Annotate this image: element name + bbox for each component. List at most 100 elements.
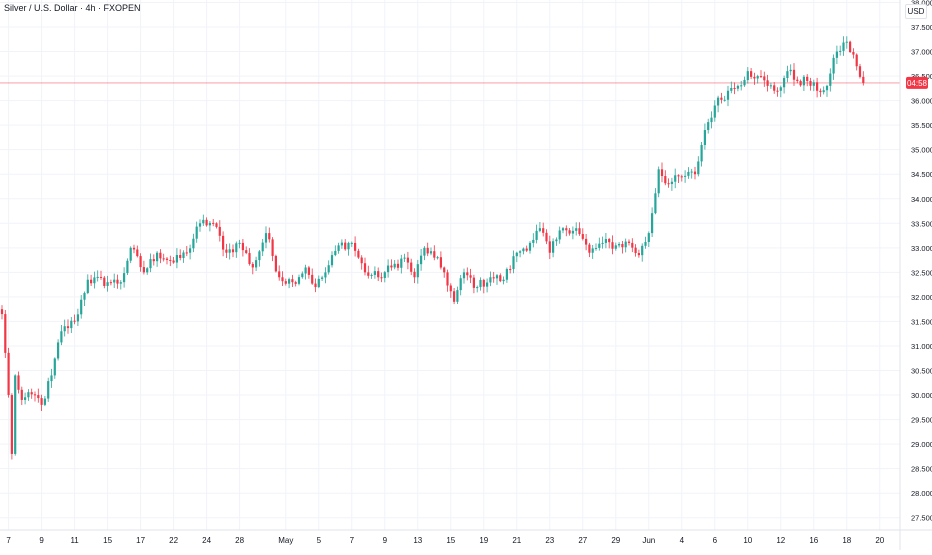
currency-badge[interactable]: USD xyxy=(905,4,927,19)
candle-body xyxy=(93,277,96,284)
candle-body xyxy=(235,243,238,253)
candle-body xyxy=(334,250,337,256)
current-price-tag: 04:58 xyxy=(906,76,928,89)
time-tick-label: 15 xyxy=(103,536,112,545)
candle-body xyxy=(291,279,294,283)
price-tick-label: 27.500 xyxy=(911,514,932,523)
candle-body xyxy=(502,279,505,282)
candle-body xyxy=(743,80,746,86)
time-tick-label: 16 xyxy=(809,536,818,545)
candle-body xyxy=(730,87,733,91)
candle-body xyxy=(472,277,475,288)
time-axis[interactable]: 7 9 11 15 17 22 24 28 May 5 7 9 13 15 19 21 23 27 29 Jun 4 6 1… xyxy=(6,536,884,545)
time-tick-label: 13 xyxy=(413,536,422,545)
candle-body xyxy=(324,272,327,278)
candle-body xyxy=(142,267,145,273)
candle-body xyxy=(548,241,551,253)
time-tick-label: 9 xyxy=(383,536,388,545)
candle-body xyxy=(726,90,730,100)
candle-body xyxy=(4,314,7,353)
candle-body xyxy=(149,259,152,269)
price-tick-label: 31.500 xyxy=(911,317,932,326)
candle-body xyxy=(288,279,291,284)
candle-body xyxy=(245,250,248,254)
time-tick-label: 10 xyxy=(743,536,752,545)
candle-body xyxy=(264,233,268,243)
candle-body xyxy=(60,331,63,343)
candle-body xyxy=(80,299,83,315)
candle-body xyxy=(594,247,598,249)
candle-body xyxy=(568,230,571,234)
candle-body xyxy=(703,130,706,146)
candle-body xyxy=(47,381,50,399)
candle-body xyxy=(294,282,297,284)
candle-body xyxy=(215,223,218,227)
time-tick-label: 7 xyxy=(6,536,11,545)
candle-body xyxy=(479,279,482,288)
candle-body xyxy=(17,375,20,390)
candle-body xyxy=(373,271,376,275)
candle-body xyxy=(258,251,261,261)
candle-body xyxy=(763,76,766,81)
candle-body xyxy=(281,277,284,282)
candle-body xyxy=(99,276,103,278)
candle-body xyxy=(367,272,370,276)
candle-body xyxy=(426,247,429,254)
candle-body xyxy=(113,279,116,283)
candle-body xyxy=(70,320,73,329)
time-tick-label: 20 xyxy=(875,536,884,545)
candle-body xyxy=(842,42,845,51)
candle-body xyxy=(674,175,677,182)
candle-body xyxy=(713,105,716,118)
candle-body xyxy=(0,309,4,315)
symbol-title[interactable]: Silver / U.S. Dollar · 4h · FXOPEN xyxy=(4,3,141,13)
candle-body xyxy=(439,257,442,268)
candle-body xyxy=(783,78,786,88)
candle-body xyxy=(489,277,492,283)
candle-body xyxy=(202,219,205,224)
candle-body xyxy=(571,230,574,234)
candle-body xyxy=(624,241,627,248)
candle-body xyxy=(433,251,436,258)
time-tick-label: Jun xyxy=(642,536,655,545)
price-tick-label: 29.000 xyxy=(911,440,932,449)
time-tick-label: 9 xyxy=(39,536,44,545)
candle-body xyxy=(14,375,17,454)
price-axis[interactable]: 27.500 28.000 28.500 29.000 29.500 30.000 30.5… xyxy=(911,0,932,523)
candle-body xyxy=(684,175,687,177)
price-tick-label: 34.500 xyxy=(911,170,932,179)
price-tick-label: 30.500 xyxy=(911,367,932,376)
candle-body xyxy=(466,272,469,276)
price-tick-label: 28.000 xyxy=(911,489,932,498)
candle-body xyxy=(86,279,89,294)
candle-body xyxy=(7,352,10,396)
candle-body xyxy=(634,247,637,254)
candle-body xyxy=(175,254,178,263)
candle-body xyxy=(575,228,578,231)
candle-body xyxy=(700,145,703,162)
time-tick-label: 28 xyxy=(235,536,244,545)
candle-body xyxy=(456,290,459,302)
price-tick-label: 32.500 xyxy=(911,268,932,277)
time-tick-label: 7 xyxy=(350,536,355,545)
candle-body xyxy=(109,282,112,284)
candle-body xyxy=(363,263,367,273)
price-tag-label: 04:58 xyxy=(907,79,928,88)
candle-body xyxy=(377,271,380,278)
candle-body xyxy=(383,272,386,279)
price-tick-label: 33.000 xyxy=(911,244,932,253)
price-tick-label: 29.500 xyxy=(911,416,932,425)
candle-body xyxy=(829,73,832,86)
price-tick-label: 38.000 xyxy=(911,0,932,7)
candle-body xyxy=(687,171,690,176)
candle-body xyxy=(159,252,162,259)
candle-body xyxy=(545,232,548,242)
candle-body xyxy=(769,85,772,87)
candle-body xyxy=(53,358,56,376)
grid xyxy=(0,0,900,530)
candle-body xyxy=(297,277,301,284)
candle-body xyxy=(717,97,720,106)
candle-body xyxy=(156,252,159,262)
